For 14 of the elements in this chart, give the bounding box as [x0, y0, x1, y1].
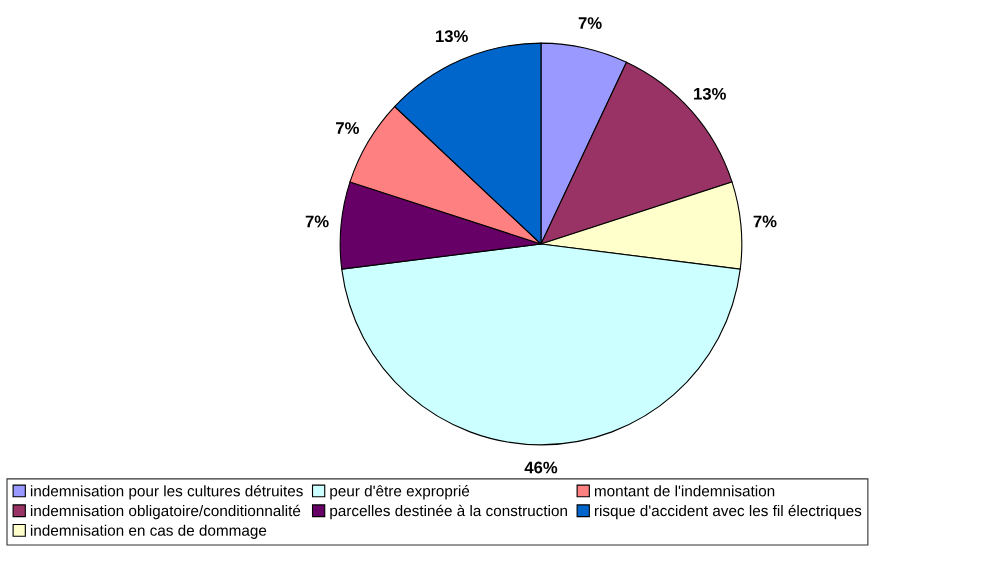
legend-label: parcelles destinée à la construction — [330, 504, 567, 520]
legend-label: montant de l'indemnisation — [594, 485, 775, 497]
legend-label: indemnisation pour les cultures détruites — [30, 485, 303, 500]
data-label: 13% — [436, 30, 468, 43]
data-label: 7% — [305, 215, 329, 228]
legend-label: peur d'être exproprié — [330, 485, 470, 500]
legend-label: indemnisation en cas de dommage — [30, 524, 267, 539]
data-label: 7% — [753, 215, 777, 228]
legend-label: indemnisation obligatoire/conditionnalité — [30, 504, 301, 520]
data-label: 46% — [524, 461, 558, 474]
data-label: 13% — [694, 87, 726, 100]
legend-label: risque d'accident avec les fil électriques — [594, 504, 862, 520]
data-label: 7% — [578, 17, 602, 29]
data-label: 7% — [336, 122, 359, 134]
